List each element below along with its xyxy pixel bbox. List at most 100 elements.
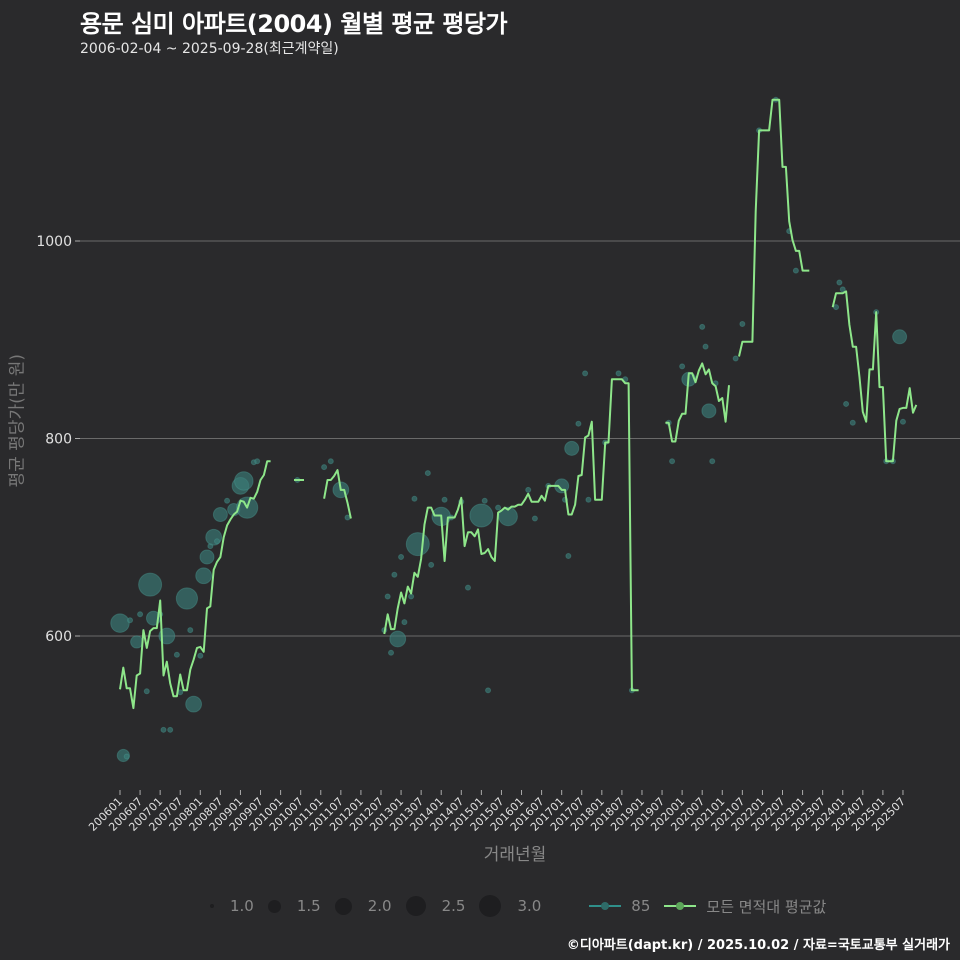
bubble-point <box>843 400 850 407</box>
bubble-point <box>384 593 391 600</box>
average-line-segment <box>738 98 810 357</box>
bubble-point <box>127 617 134 624</box>
bubble-point <box>411 495 418 502</box>
bubble-point <box>391 571 398 578</box>
bubble-point <box>669 458 676 465</box>
bubble-point <box>110 613 130 633</box>
bubble-point <box>836 279 843 286</box>
bubble-point <box>839 286 846 293</box>
bubble-point <box>531 515 538 522</box>
bubble-point <box>464 584 471 591</box>
bubble-point <box>167 726 174 733</box>
source-caption: ©디아파트(dapt.kr) / 2025.10.02 / 자료=국토교통부 실… <box>566 938 950 953</box>
bubble-point <box>389 630 407 648</box>
legend-size-2-5: 2.5 <box>405 896 465 916</box>
bubble-point <box>214 538 221 545</box>
bubble-point <box>254 458 261 465</box>
gridlines <box>80 240 960 637</box>
bubble-point <box>160 726 167 733</box>
bubble-point <box>173 651 180 658</box>
bubble-point <box>123 753 130 760</box>
bubble-point <box>792 267 799 274</box>
bubble-point <box>575 420 582 427</box>
bubble-point <box>185 695 203 713</box>
legend-size-1: 1.0 <box>200 897 254 915</box>
y-tick-label: 1000 <box>36 234 72 250</box>
size-dot-icon <box>405 896 426 916</box>
size-dot-icon <box>334 897 352 915</box>
legend-size-1-5: 1.5 <box>267 897 321 915</box>
size-dot-icon <box>479 895 502 917</box>
bubble-point <box>899 418 906 425</box>
bubble-point <box>130 635 144 649</box>
chart-title: 용문 심미 아파트(2004) 월별 평균 평당가 <box>80 10 508 38</box>
line-key-icon <box>664 899 697 913</box>
bubble-point <box>495 504 502 511</box>
legend-series-85: 85 <box>589 897 650 915</box>
bubble-point <box>398 554 405 560</box>
bubble-point <box>405 532 430 557</box>
bubble-point <box>732 355 739 362</box>
bubble-point <box>175 587 199 610</box>
legend-series-average: 모든 면적대 평균값 <box>664 896 826 917</box>
legend-size-2: 2.0 <box>334 897 392 915</box>
line-series-average <box>119 98 918 710</box>
bubble-point <box>195 567 213 585</box>
average-line-segment <box>831 290 918 463</box>
bubble-point <box>234 471 254 491</box>
bubble-point <box>469 503 494 528</box>
bubble-point <box>212 507 228 523</box>
size-dot-icon <box>267 899 281 913</box>
bubble-point <box>709 458 716 465</box>
bubble-point <box>401 619 408 626</box>
x-axis-ticks: 2006012006072007012007072008012008072009… <box>86 790 908 834</box>
bubble-point <box>485 687 492 694</box>
bubble-point <box>739 320 746 327</box>
y-tick-label: 600 <box>45 629 72 645</box>
y-axis-label: 평균 평당가(만 원) <box>7 353 28 488</box>
bubble-point <box>481 497 488 504</box>
y-tick-label: 800 <box>45 432 72 448</box>
bubble-point <box>585 496 592 503</box>
size-dot-icon <box>210 904 214 908</box>
bubble-point <box>327 458 334 465</box>
bubble-point <box>224 497 231 504</box>
average-line-segment <box>665 362 730 443</box>
bubble-point <box>699 323 706 330</box>
line-key-icon <box>589 899 622 913</box>
average-line-segment <box>323 469 352 519</box>
bubble-point <box>388 649 395 656</box>
average-line-segment <box>383 378 639 692</box>
bubble-point <box>321 464 328 471</box>
bubble-point <box>564 440 580 456</box>
bubble-point <box>408 593 415 600</box>
bubble-point <box>498 506 518 527</box>
bubble-point <box>582 370 589 377</box>
bubble-point <box>138 572 163 597</box>
bubble-point <box>679 363 686 370</box>
chart-subtitle: 2006-02-04 ~ 2025-09-28(최근계약일) <box>80 41 339 57</box>
bubble-point <box>833 304 840 311</box>
bubble-point <box>424 470 431 477</box>
bubble-point <box>565 553 572 560</box>
bubble-point <box>428 561 435 568</box>
bubble-point <box>441 496 448 503</box>
bubble-point <box>615 370 622 377</box>
average-line-segment <box>119 460 271 710</box>
x-axis-label: 거래년월 <box>483 845 547 865</box>
bubble-point <box>137 611 144 618</box>
bubble-series-85 <box>110 96 908 763</box>
bubble-point <box>702 343 709 350</box>
bubble-point <box>849 419 856 426</box>
bubble-point <box>199 549 215 565</box>
bubble-point <box>525 486 532 493</box>
legend-size-3: 3.0 <box>479 895 541 917</box>
bubble-point <box>187 627 194 634</box>
bubble-point <box>197 652 204 659</box>
legend: 1.0 1.5 2.0 2.5 3.0 85 모든 면적대 평균값 <box>200 893 840 919</box>
y-axis-ticks: 600 800 1000 <box>36 234 80 645</box>
bubble-point <box>701 403 717 419</box>
bubble-point <box>143 688 150 695</box>
bubble-point <box>344 514 351 521</box>
